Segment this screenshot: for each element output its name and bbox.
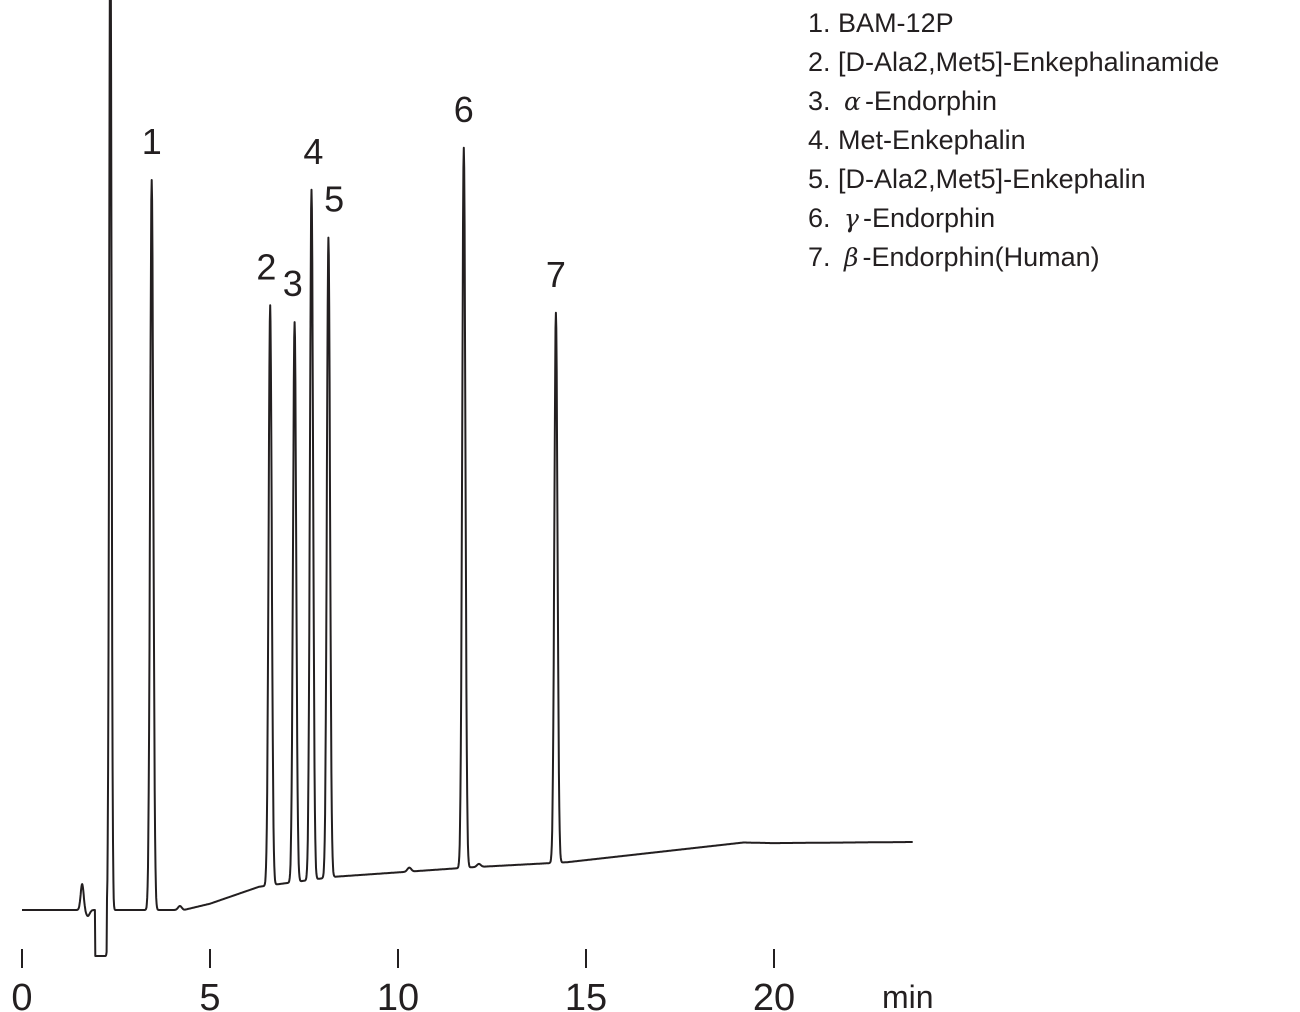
peak-label-4: 4 [303,131,323,172]
legend-compound-name: [D-Ala2,Met5]-Enkephalinamide [838,47,1220,77]
peak-label-2: 2 [256,246,276,287]
x-axis-unit-label: min [882,979,934,1012]
legend-item: 5. [D-Ala2,Met5]-Enkephalin [808,160,1219,199]
x-tick-label-15: 15 [565,977,607,1012]
legend-item: 3. α -Endorphin [808,82,1219,121]
legend-number: 2. [808,47,831,77]
peak-label-5: 5 [324,179,344,220]
legend-item: 2. [D-Ala2,Met5]-Enkephalinamide [808,43,1219,82]
legend-compound-name: -Endorphin [863,203,996,233]
legend-number: 4. [808,125,831,155]
legend-compound-name: Met-Enkephalin [838,125,1026,155]
legend-compound-name: BAM-12P [838,8,954,38]
peak-label-6: 6 [454,89,474,130]
legend-item: 1. BAM-12P [808,4,1219,43]
legend-compound-name: -Endorphin(Human) [862,242,1100,272]
legend-greek-symbol: β [844,243,859,272]
legend-greek-symbol: α [844,87,861,116]
legend-number: 1. [808,8,831,38]
peak-label-1: 1 [142,121,162,162]
legend-compound-name: [D-Ala2,Met5]-Enkephalin [838,164,1146,194]
x-axis: 0 5 10 15 20 min [11,949,934,1012]
x-tick-label-5: 5 [199,977,220,1012]
legend-item: 7. β -Endorphin(Human) [808,238,1219,277]
peak-legend: 1. BAM-12P 2. [D-Ala2,Met5]-Enkephalinam… [808,4,1219,277]
legend-number: 3. [808,86,831,116]
x-tick-label-20: 20 [753,977,795,1012]
legend-compound-name: -Endorphin [864,86,998,116]
chromatogram-trace [21,0,914,957]
legend-number: 5. [808,164,831,194]
legend-number: 6. [808,203,831,233]
legend-item: 6. γ -Endorphin [808,199,1219,238]
legend-item: 4. Met-Enkephalin [808,121,1219,160]
peak-label-7: 7 [546,254,566,295]
trace-group [21,0,914,957]
peak-label-3: 3 [283,263,303,304]
x-tick-label-10: 10 [377,977,419,1012]
legend-number: 7. [808,242,831,272]
x-tick-label-0: 0 [11,977,32,1012]
legend-greek-symbol: γ [844,204,859,233]
